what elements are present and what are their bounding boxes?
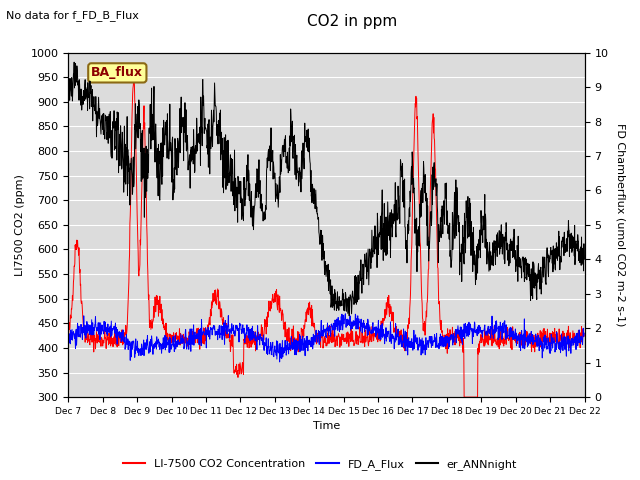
Legend: LI-7500 CO2 Concentration, FD_A_Flux, er_ANNnight: LI-7500 CO2 Concentration, FD_A_Flux, er… [118, 455, 522, 474]
X-axis label: Time: Time [313, 421, 340, 432]
Y-axis label: FD Chamberflux (umol CO2 m-2 s-1): FD Chamberflux (umol CO2 m-2 s-1) [615, 123, 625, 326]
Text: CO2 in ppm: CO2 in ppm [307, 14, 397, 29]
Text: BA_flux: BA_flux [92, 66, 143, 79]
Text: No data for f_FD_B_Flux: No data for f_FD_B_Flux [6, 10, 140, 21]
Y-axis label: LI7500 CO2 (ppm): LI7500 CO2 (ppm) [15, 174, 25, 276]
